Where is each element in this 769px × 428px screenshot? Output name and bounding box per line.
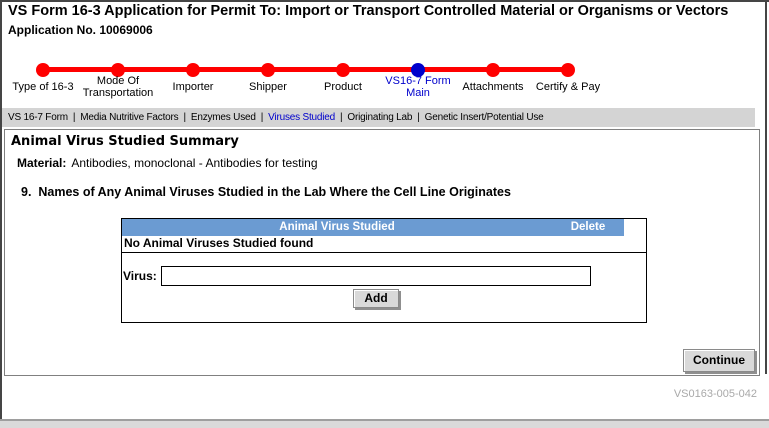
tab-separator: | (417, 112, 420, 123)
tab-separator: | (260, 112, 264, 123)
step-dot-product[interactable] (336, 63, 350, 77)
section-tabbar: VS 16-7 Form | Media Nutritive Factors | Enz… (2, 108, 755, 127)
step-dot-mode-of-transportation[interactable] (111, 63, 125, 77)
window-top-border (0, 0, 769, 2)
window-bottom-line (0, 419, 769, 421)
step-label-shipper[interactable]: Shipper (249, 81, 287, 93)
window-bottom-strip (0, 421, 769, 428)
step-dot-type-of-16-3[interactable] (36, 63, 50, 77)
question-9-label: 9. Names of Any Animal Viruses Studied i… (21, 185, 511, 199)
step-label-vs16-7-form-main[interactable]: VS16-7 Form Main (385, 75, 451, 99)
header-gap (624, 219, 646, 236)
tab-viruses-studied[interactable]: Viruses Studied (268, 112, 335, 123)
tab-separator: | (340, 112, 343, 123)
step-dot-certify-and-pay[interactable] (561, 63, 575, 77)
step-dot-importer[interactable] (186, 63, 200, 77)
animal-virus-table: Animal Virus Studied Delete No Animal Vi… (121, 218, 647, 323)
empty-table-message: No Animal Viruses Studied found (122, 236, 646, 253)
virus-input[interactable] (161, 266, 591, 286)
material-value: Antibodies, monoclonal - Antibodies for … (71, 156, 318, 170)
tab-enzymes-used[interactable]: Enzymes Used (190, 112, 256, 123)
material-label: Material: (17, 156, 67, 170)
step-label-mode-of-transportation[interactable]: Mode Of Transportation (82, 75, 154, 99)
continue-button[interactable]: Continue (683, 349, 755, 372)
tab-separator: | (183, 112, 186, 123)
page-title: VS Form 16-3 Application for Permit To: … (8, 3, 729, 19)
stepper-line (43, 67, 568, 72)
application-number: Application No. 10069006 (8, 22, 153, 37)
step-label-product[interactable]: Product (324, 81, 362, 93)
summary-heading: Animal Virus Studied Summary (11, 134, 239, 149)
tab-vs-16-7-form[interactable]: VS 16-7 Form (8, 112, 68, 123)
step-label-type-of-16-3[interactable]: Type of 16-3 (12, 81, 74, 93)
step-dot-shipper[interactable] (261, 63, 275, 77)
tab-media-nutritive-factors[interactable]: Media Nutritive Factors (80, 112, 179, 123)
step-label-certify-and-pay[interactable]: Certify & Pay (535, 81, 601, 93)
form-code: VS0163-005-042 (673, 388, 757, 400)
add-button-row: Add (122, 289, 591, 308)
step-label-attachments[interactable]: Attachments (462, 81, 524, 93)
step-label-importer[interactable]: Importer (172, 81, 214, 93)
content-panel: Animal Virus Studied Summary Material: An… (4, 129, 760, 376)
virus-field-label: Virus: (123, 269, 157, 283)
column-header-delete: Delete (552, 219, 624, 236)
window-right-border (765, 0, 767, 374)
tab-genetic-insert-potential-use[interactable]: Genetic Insert/Potential Use (424, 112, 544, 123)
material-row: Material: Antibodies, monoclonal - Antibo… (17, 156, 318, 170)
step-dot-vs16-7-form-main[interactable] (411, 63, 425, 77)
add-button[interactable]: Add (353, 289, 399, 308)
title-block: VS Form 16-3 Application for Permit To: … (8, 3, 756, 37)
table-header-row: Animal Virus Studied Delete (122, 219, 646, 236)
step-dot-attachments[interactable] (486, 63, 500, 77)
virus-input-row: Virus: (122, 266, 646, 286)
tab-separator: | (72, 112, 76, 123)
window-left-border (0, 0, 2, 420)
column-header-animal-virus-studied: Animal Virus Studied (122, 219, 552, 236)
tab-originating-lab[interactable]: Originating Lab (347, 112, 413, 123)
